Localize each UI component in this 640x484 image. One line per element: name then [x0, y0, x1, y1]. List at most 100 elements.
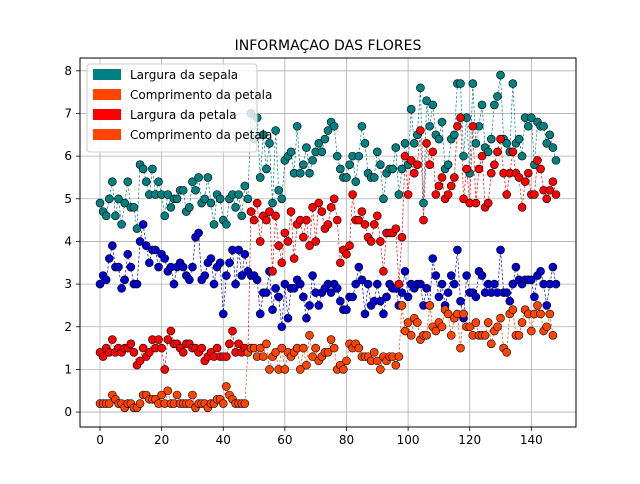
data-point: [277, 194, 287, 204]
data-point: [292, 121, 302, 131]
data-point: [456, 113, 465, 123]
y-tick-label: 1: [64, 362, 72, 376]
data-point: [456, 79, 465, 88]
data-point: [111, 211, 120, 221]
y-tick-label: 6: [64, 149, 72, 163]
data-point: [422, 330, 431, 340]
data-point: [332, 151, 342, 161]
data-point: [483, 198, 493, 208]
data-point: [468, 121, 478, 131]
data-point: [212, 343, 222, 353]
data-point: [154, 262, 163, 272]
y-tick-label: 2: [64, 320, 72, 334]
data-point: [505, 296, 515, 306]
data-point: [218, 309, 228, 319]
y-tick-label: 8: [64, 64, 72, 78]
data-point: [391, 224, 401, 233]
data-point: [496, 134, 505, 144]
data-point: [123, 249, 133, 259]
data-point: [523, 121, 533, 131]
data-point: [369, 348, 379, 357]
data-point: [178, 348, 188, 357]
data-point: [496, 70, 505, 80]
data-point: [231, 203, 240, 212]
data-point: [545, 130, 555, 140]
data-point: [114, 194, 123, 204]
data-point: [108, 335, 117, 344]
data-point: [508, 279, 518, 289]
data-point: [98, 352, 108, 361]
data-point: [548, 330, 558, 340]
data-point: [305, 168, 314, 178]
data-point: [185, 399, 194, 408]
data-point: [326, 288, 336, 297]
data-point: [403, 292, 413, 302]
data-point: [459, 194, 468, 204]
data-point: [188, 390, 197, 400]
data-point: [252, 275, 262, 285]
data-point: [135, 237, 145, 246]
data-point: [262, 164, 271, 174]
data-point: [409, 168, 419, 178]
data-point: [135, 399, 145, 408]
data-point: [101, 211, 111, 221]
data-point: [104, 194, 114, 204]
data-point: [234, 339, 243, 349]
data-point: [299, 160, 308, 169]
data-point: [502, 348, 511, 357]
data-point: [446, 271, 456, 280]
data-point: [243, 194, 253, 204]
data-point: [295, 168, 305, 178]
data-point: [262, 288, 271, 297]
data-point: [357, 121, 367, 131]
data-point: [308, 352, 317, 361]
data-point: [295, 365, 305, 374]
data-point: [289, 284, 299, 293]
data-point: [206, 198, 216, 208]
y-tick-label: 0: [64, 405, 72, 419]
data-point: [376, 160, 385, 169]
data-point: [548, 143, 558, 152]
data-point: [493, 322, 502, 332]
data-point: [234, 190, 243, 199]
data-point: [166, 326, 176, 336]
x-tick-label: 80: [339, 433, 354, 447]
data-point: [246, 207, 256, 216]
data-point: [317, 147, 327, 157]
data-point: [274, 292, 284, 302]
data-point: [305, 241, 314, 250]
legend-swatch: [93, 89, 121, 100]
data-point: [493, 92, 502, 101]
axis-ticks: 0 20 40 60 80 100 120 140 0 1 2 3 4 5 6 7 8: [64, 64, 542, 447]
data-point: [397, 164, 407, 174]
data-point: [496, 313, 505, 323]
data-point: [450, 130, 459, 140]
data-point: [416, 126, 425, 135]
data-point: [148, 164, 157, 174]
data-point: [502, 139, 511, 148]
data-point: [332, 284, 342, 293]
legend-swatch: [93, 69, 121, 80]
data-point: [477, 271, 487, 280]
data-point: [431, 190, 441, 199]
x-tick-label: 40: [216, 433, 231, 447]
data-point: [443, 160, 453, 169]
data-point: [486, 339, 496, 349]
data-point: [302, 313, 311, 323]
data-point: [308, 271, 317, 280]
data-point: [132, 279, 142, 289]
data-point: [120, 198, 129, 208]
data-point: [120, 275, 129, 285]
data-point: [265, 139, 274, 148]
plot-border: [79, 57, 577, 428]
data-point: [527, 326, 536, 336]
data-point: [523, 168, 533, 178]
data-point: [104, 254, 114, 263]
data-point: [391, 360, 401, 370]
data-point: [406, 330, 416, 340]
y-tick-label: 4: [64, 234, 72, 248]
data-point: [508, 79, 518, 88]
data-point: [311, 343, 320, 353]
data-point: [240, 249, 250, 259]
